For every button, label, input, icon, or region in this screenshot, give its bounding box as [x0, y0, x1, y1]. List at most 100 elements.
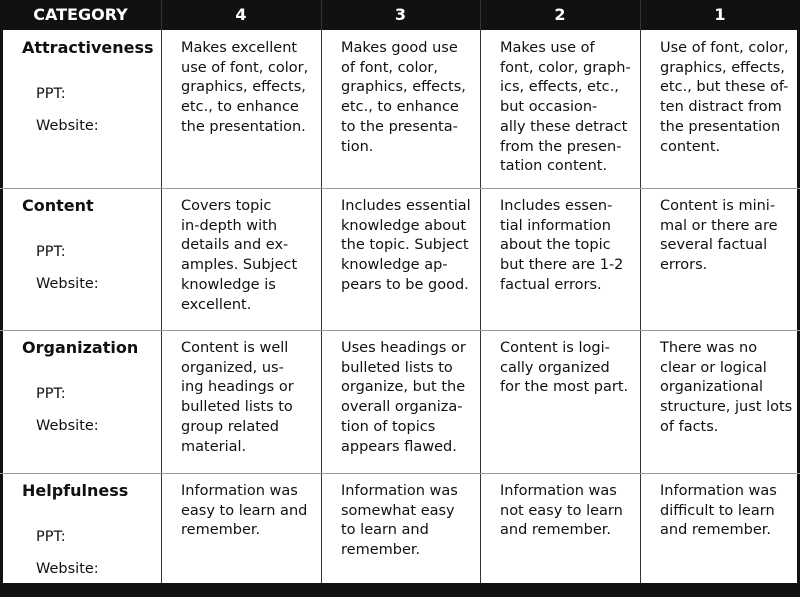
frame-bottom	[0, 583, 800, 597]
cell-line: organized, us-	[181, 359, 284, 376]
cell-line: etc., to enhance	[181, 99, 299, 116]
cell-line: Use of font, color,	[660, 40, 789, 56]
cell-line: ing headings or	[181, 379, 294, 396]
cell-line: knowledge about	[341, 217, 467, 234]
cell-line: and remember.	[500, 522, 611, 539]
cell-line: group related	[181, 418, 280, 435]
rubric-cell: Content is mini-mal or there are several …	[660, 197, 778, 276]
cell-line: the presentation	[660, 118, 781, 135]
cell-line: about the topic	[500, 237, 611, 254]
cell-line: and remember.	[660, 522, 771, 539]
column-header: CATEGORY	[33, 5, 128, 24]
cell-line: but there are 1-2	[500, 257, 624, 274]
rubric-cell: There was no clear or logical organization…	[660, 339, 792, 438]
cell-line: excellent.	[181, 296, 252, 313]
cell-line: Information was	[341, 483, 458, 499]
cell-line: several factual	[660, 237, 768, 254]
cell-line: remember.	[341, 542, 421, 559]
cell-line: Makes use of	[500, 40, 595, 56]
cell-line: to the presenta-	[341, 118, 458, 135]
sub-label: PPT:	[36, 86, 66, 102]
cell-line: Uses headings or	[341, 340, 466, 356]
cell-line: pears to be good.	[341, 276, 469, 293]
cell-line: tion.	[341, 138, 374, 155]
frame-left	[0, 0, 3, 597]
cell-line: Content is mini-	[660, 198, 776, 214]
cell-line: graphics, effects,	[660, 59, 785, 76]
cell-line: from the presen-	[500, 138, 622, 155]
cell-line: Makes good use	[341, 40, 458, 56]
cell-line: ally these detract	[500, 118, 628, 135]
cell-line: Content is well	[181, 340, 289, 356]
rubric-cell: Information was difficult to learn and rem…	[660, 482, 777, 541]
cell-line: factual errors.	[500, 276, 602, 293]
rubric-cell: Information was easy to learn and remember…	[181, 482, 307, 541]
sub-label: PPT:	[36, 244, 66, 260]
sub-label: Website:	[36, 418, 99, 434]
category-label: Organization	[22, 338, 139, 357]
cell-line: content.	[660, 138, 721, 155]
cell-line: mal or there are	[660, 217, 778, 234]
row-divider	[0, 473, 800, 474]
cell-line: graphics, effects,	[341, 79, 466, 96]
column-divider	[480, 0, 481, 583]
cell-line: tation content.	[500, 158, 608, 175]
row-divider	[0, 188, 800, 189]
rubric-cell: Use of font, color, graphics, effects, etc…	[660, 39, 789, 157]
cell-line: graphics, effects,	[181, 79, 306, 96]
cell-line: organize, but the	[341, 379, 466, 396]
cell-line: clear or logical	[660, 359, 767, 376]
rubric-cell: Includes essential knowledge about the top…	[341, 197, 471, 296]
cell-line: errors.	[660, 257, 708, 274]
cell-line: remember.	[181, 522, 261, 539]
cell-line: Makes excellent	[181, 40, 298, 56]
rubric-cell: Covers topic in-depth with details and ex-…	[181, 197, 297, 315]
cell-line: but occasion-	[500, 99, 598, 116]
cell-line: bulleted lists to	[341, 359, 453, 376]
sub-label: PPT:	[36, 529, 66, 545]
cell-line: the topic. Subject	[341, 237, 469, 254]
cell-line: ten distract from	[660, 99, 782, 116]
cell-line: There was no	[660, 340, 758, 356]
cell-line: of facts.	[660, 418, 719, 435]
column-header: 4	[235, 5, 247, 24]
column-header: 2	[554, 5, 566, 24]
column-divider	[640, 0, 641, 583]
cell-line: overall organiza-	[341, 399, 463, 416]
cell-line: amples. Subject	[181, 257, 298, 274]
sub-label: PPT:	[36, 386, 66, 402]
cell-line: Includes essential	[341, 198, 471, 214]
cell-line: difficult to learn	[660, 502, 775, 519]
rubric-cell: Uses headings or bulleted lists to organiz…	[341, 339, 466, 457]
cell-line: Information was	[181, 483, 298, 499]
column-header: 1	[714, 5, 726, 24]
cell-line: tion of topics	[341, 418, 436, 435]
cell-line: Information was	[660, 483, 777, 499]
cell-line: organizational	[660, 379, 764, 396]
rubric-cell: Information was not easy to learn and reme…	[500, 482, 623, 541]
cell-line: appears flawed.	[341, 438, 457, 455]
cell-line: of font, color,	[341, 59, 438, 76]
column-divider	[321, 0, 322, 583]
cell-line: in-depth with	[181, 217, 278, 234]
cell-line: Includes essen-	[500, 198, 613, 214]
cell-line: cally organized	[500, 359, 610, 376]
header-bar	[0, 0, 800, 30]
cell-line: somewhat easy	[341, 502, 455, 519]
cell-line: structure, just lots	[660, 399, 793, 416]
rubric-cell: Content is logi-cally organized for the m…	[500, 339, 628, 398]
cell-line: material.	[181, 438, 247, 455]
row-divider	[0, 330, 800, 331]
cell-line: Content is logi-	[500, 340, 610, 356]
cell-line: ics, effects, etc.,	[500, 79, 619, 96]
cell-line: knowledge is	[181, 276, 276, 293]
rubric-cell: Makes excellent use of font, color, graphi…	[181, 39, 308, 138]
rubric-cell: Makes good use of font, color, graphics, e…	[341, 39, 466, 157]
rubric-cell: Makes use of font, color, graph-ics, effe…	[500, 39, 631, 177]
sub-label: Website:	[36, 561, 99, 577]
cell-line: to learn and	[341, 522, 429, 539]
sub-label: Website:	[36, 276, 99, 292]
cell-line: font, color, graph-	[500, 59, 631, 76]
category-label: Attractiveness	[22, 38, 154, 57]
